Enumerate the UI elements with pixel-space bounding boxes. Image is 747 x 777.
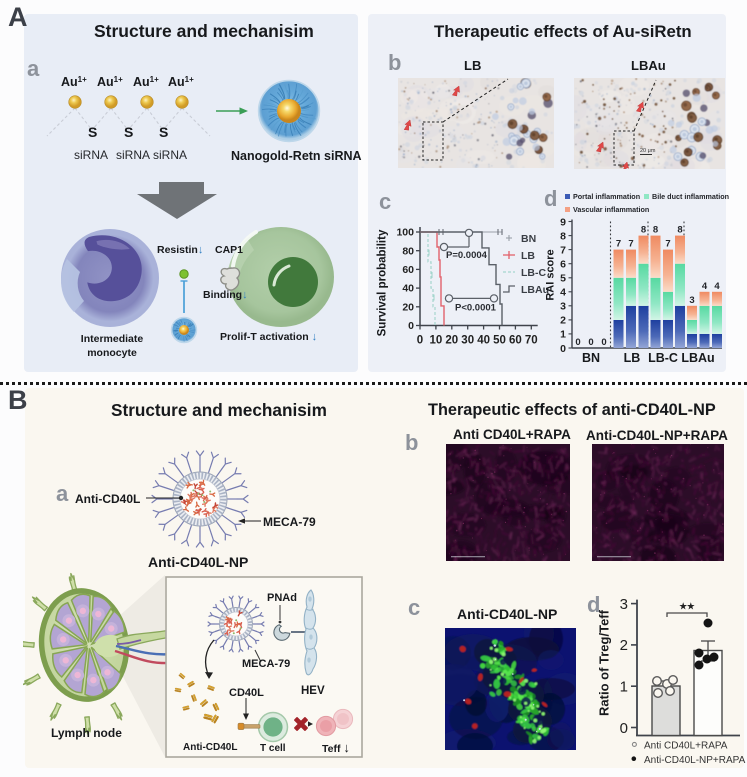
- svg-text:P<0.0001: P<0.0001: [455, 303, 497, 314]
- svg-text:60: 60: [402, 264, 414, 276]
- svg-text:LB-C: LB-C: [521, 267, 546, 279]
- svg-text:20: 20: [402, 301, 414, 313]
- svg-text:BN: BN: [582, 351, 600, 365]
- svg-text:0: 0: [560, 343, 566, 355]
- svg-text:LB: LB: [624, 351, 641, 365]
- svg-text:6: 6: [560, 259, 566, 271]
- svg-text:20: 20: [445, 335, 458, 347]
- svg-text:5: 5: [560, 273, 566, 285]
- svg-text:10: 10: [430, 335, 443, 347]
- svg-text:20 μm: 20 μm: [640, 148, 656, 154]
- svg-text:Anti-CD40L-NP+RAPA: Anti-CD40L-NP+RAPA: [644, 755, 746, 766]
- svg-text:LBAu: LBAu: [681, 351, 714, 365]
- svg-text:LBAu: LBAu: [521, 284, 549, 296]
- svg-text:80: 80: [402, 245, 414, 257]
- svg-text:Bile duct inflammation: Bile duct inflammation: [652, 192, 729, 201]
- svg-text:9: 9: [560, 216, 566, 228]
- svg-text:7: 7: [665, 239, 670, 250]
- svg-text:7: 7: [560, 244, 566, 256]
- svg-text:70: 70: [525, 335, 538, 347]
- svg-text:LB: LB: [521, 250, 535, 262]
- svg-text:30: 30: [461, 335, 474, 347]
- svg-text:3: 3: [620, 596, 628, 613]
- svg-text:7: 7: [616, 239, 621, 250]
- svg-text:0: 0: [588, 337, 593, 348]
- svg-text:LB-C: LB-C: [648, 351, 678, 365]
- svg-text:4: 4: [714, 281, 720, 292]
- svg-text:Vascular inflammation: Vascular inflammation: [573, 205, 649, 214]
- svg-text:8: 8: [641, 225, 646, 236]
- svg-text:0: 0: [417, 335, 423, 347]
- svg-text:8: 8: [677, 225, 682, 236]
- svg-text:50: 50: [493, 335, 506, 347]
- svg-text:Portal inflammation: Portal inflammation: [573, 192, 640, 201]
- svg-text:3: 3: [689, 295, 694, 306]
- svg-text:★★: ★★: [679, 601, 696, 611]
- svg-text:BN: BN: [521, 233, 536, 245]
- svg-text:8: 8: [653, 225, 658, 236]
- svg-text:0: 0: [575, 337, 580, 348]
- svg-text:0: 0: [620, 720, 628, 737]
- svg-text:4: 4: [702, 281, 708, 292]
- svg-text:Anti CD40L+RAPA: Anti CD40L+RAPA: [644, 741, 728, 752]
- svg-text:100: 100: [396, 227, 414, 239]
- svg-text:1: 1: [620, 679, 628, 696]
- svg-text:1: 1: [560, 329, 566, 341]
- svg-text:4: 4: [560, 287, 566, 299]
- svg-text:8: 8: [560, 230, 566, 242]
- svg-text:40: 40: [402, 283, 414, 295]
- svg-text:40: 40: [477, 335, 490, 347]
- svg-text:60: 60: [509, 335, 522, 347]
- svg-text:0: 0: [408, 320, 414, 332]
- svg-text:7: 7: [628, 239, 633, 250]
- svg-text:P=0.0004: P=0.0004: [446, 250, 488, 261]
- svg-text:0: 0: [601, 337, 606, 348]
- svg-text:2: 2: [620, 637, 628, 654]
- svg-text:3: 3: [560, 301, 566, 313]
- svg-text:2: 2: [560, 315, 566, 327]
